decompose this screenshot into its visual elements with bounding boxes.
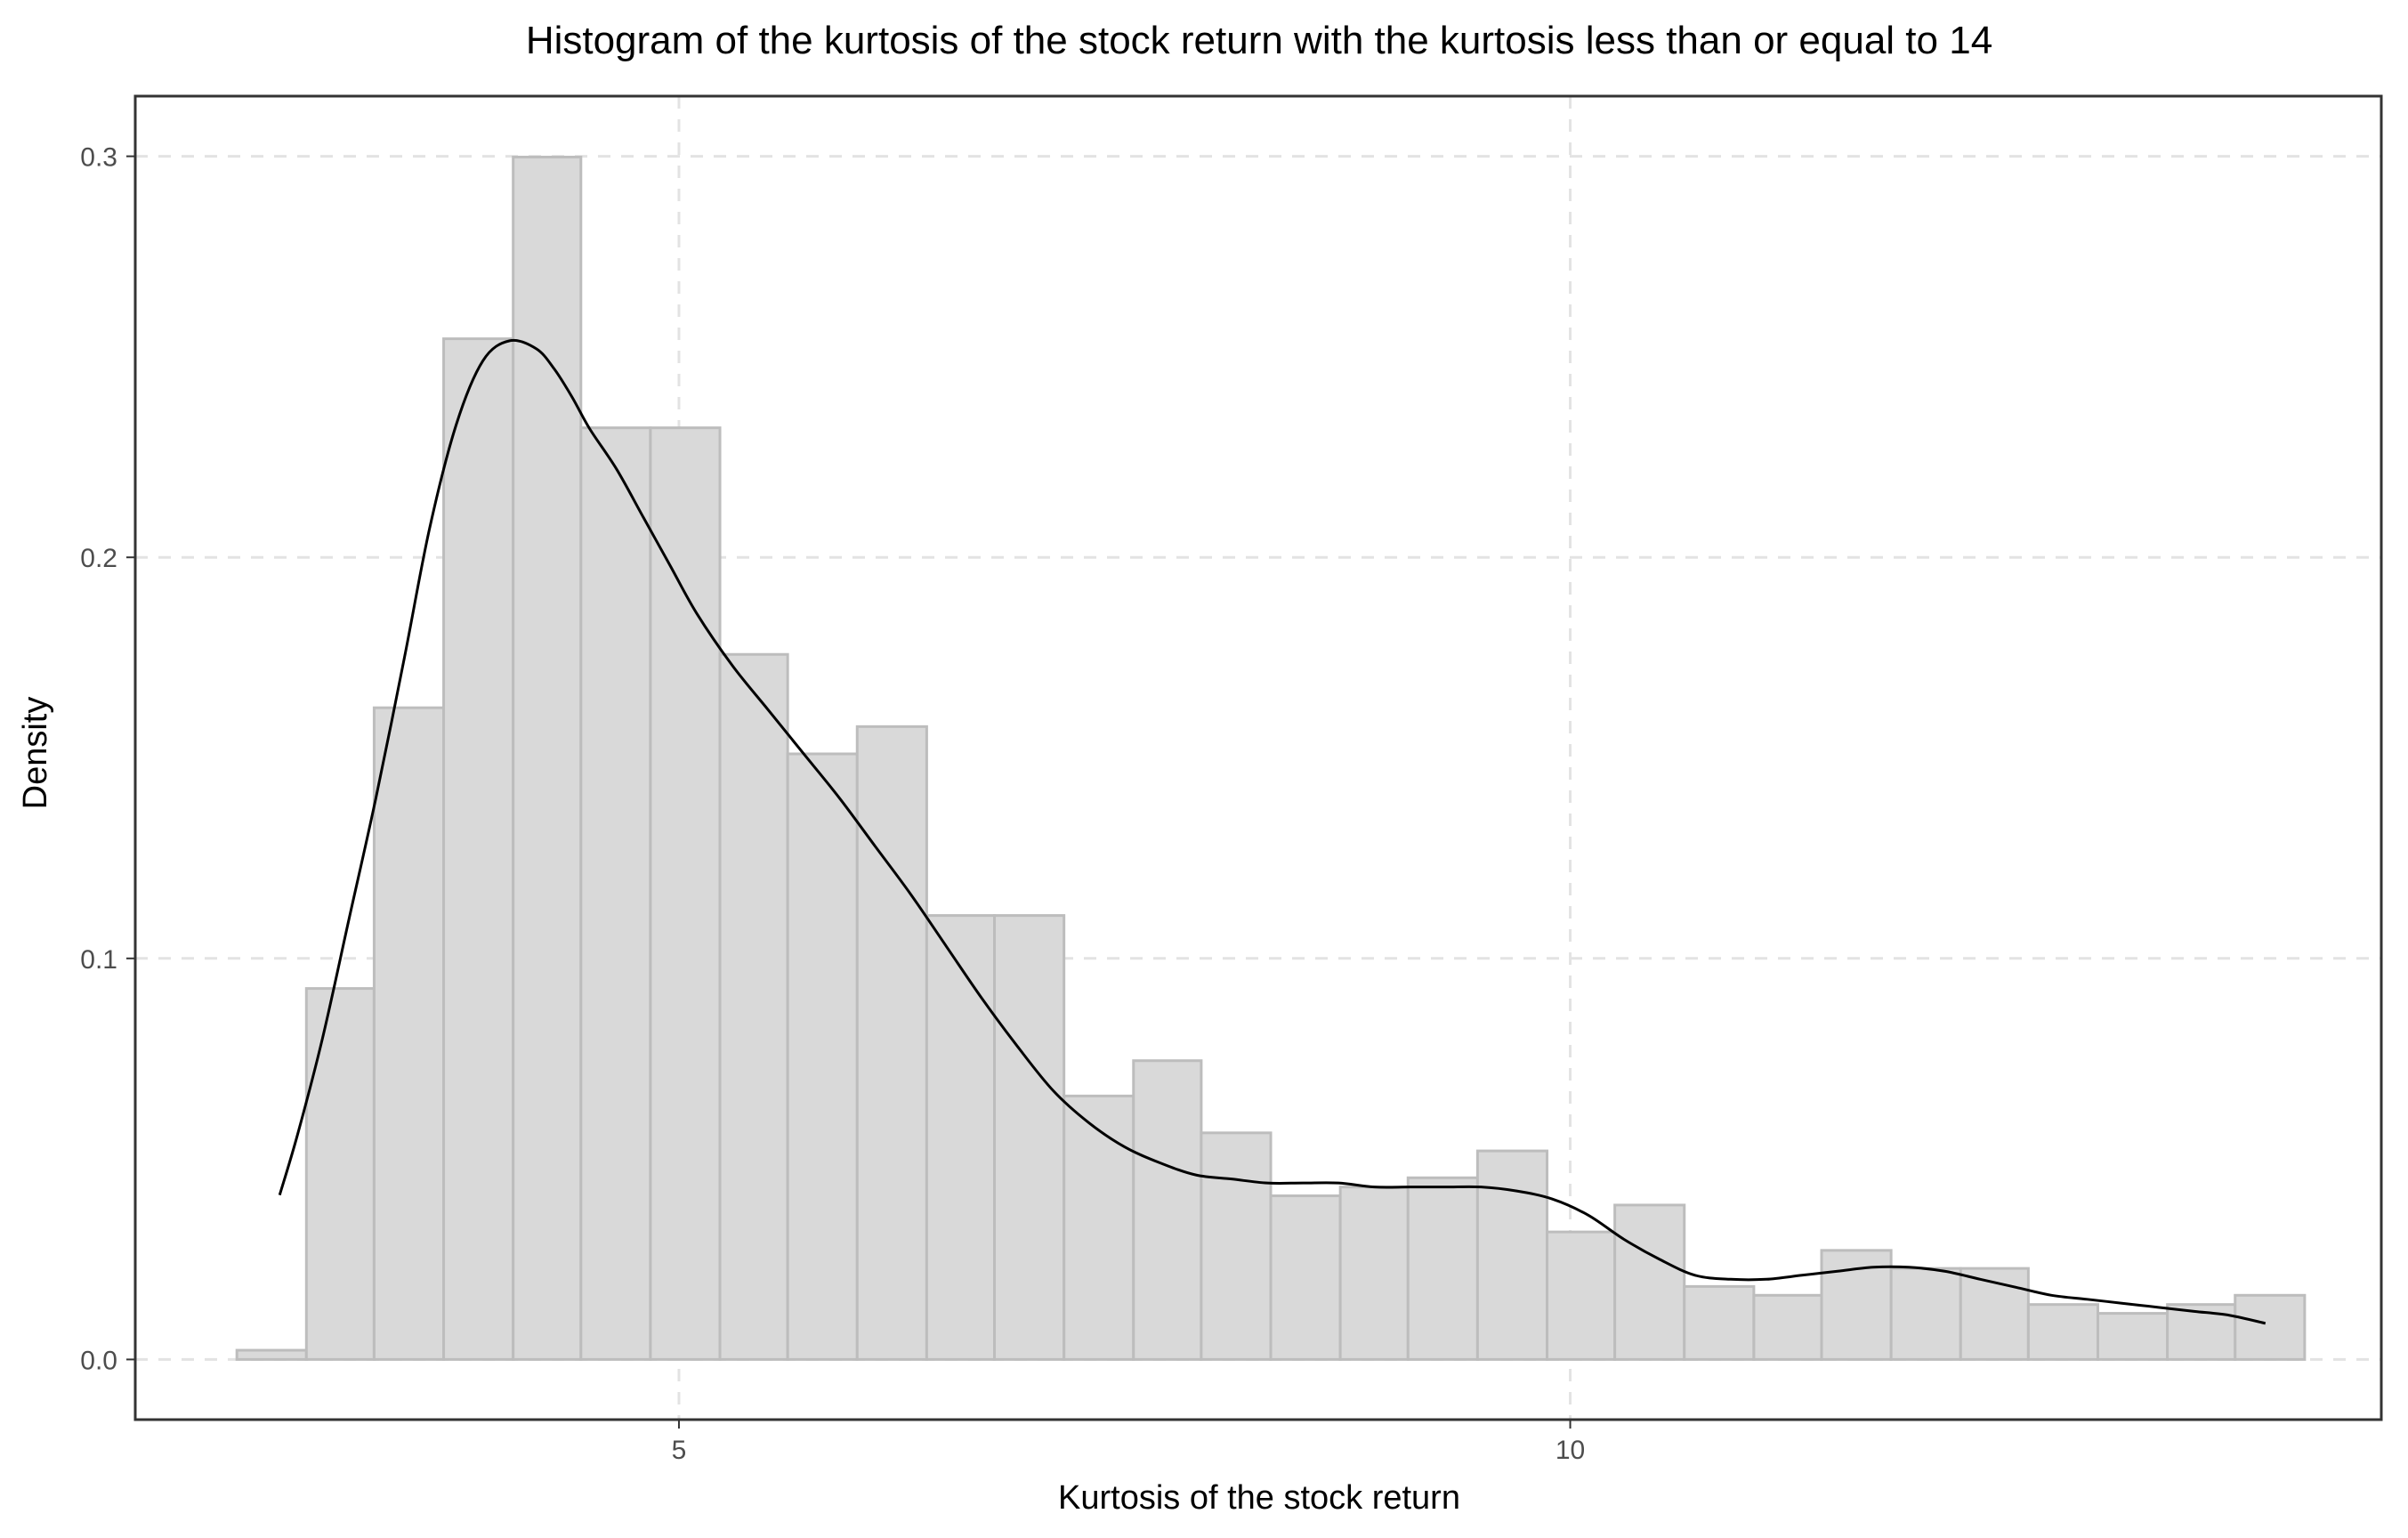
x-axis: 5 10	[672, 1420, 1585, 1465]
histogram-bar	[1613, 1203, 1686, 1361]
histogram-bar	[1063, 1094, 1135, 1361]
histogram-bar	[1683, 1284, 1756, 1361]
histogram-bar	[855, 724, 928, 1361]
histogram-bar	[1889, 1267, 1962, 1361]
x-tick-label: 10	[1556, 1436, 1585, 1465]
histogram-bar	[1269, 1194, 1342, 1361]
plot-panel	[133, 94, 2383, 1421]
panel-border	[133, 94, 2383, 1421]
y-tick-label: 0.3	[80, 143, 117, 173]
y-axis-title: Density	[17, 697, 54, 810]
histogram-bar	[1752, 1293, 1823, 1361]
histogram-bars	[235, 155, 2307, 1361]
histogram-bar	[1475, 1149, 1549, 1361]
y-tick-label: 0.2	[80, 544, 117, 573]
histogram-bar	[649, 426, 722, 1361]
x-tick-label: 5	[672, 1436, 687, 1465]
histogram-bar	[993, 914, 1066, 1361]
histogram-bar	[1200, 1131, 1273, 1361]
histogram-bar	[925, 914, 997, 1361]
histogram-bar	[1132, 1059, 1203, 1361]
histogram-bar	[1546, 1230, 1617, 1361]
histogram-bar	[235, 1348, 308, 1361]
x-axis-title: Kurtosis of the stock return	[1058, 1479, 1460, 1517]
histogram-bar	[512, 155, 583, 1361]
histogram-bar	[786, 752, 859, 1361]
histogram-bar	[442, 337, 515, 1361]
histogram-bar	[372, 706, 446, 1361]
histogram-bar	[1406, 1176, 1479, 1361]
histogram-bar	[718, 652, 789, 1361]
histogram-bar	[2026, 1303, 2099, 1361]
histogram-bar	[579, 426, 652, 1361]
density-curve	[278, 338, 2267, 1325]
chart-title: Histogram of the kurtosis of the stock r…	[526, 19, 1992, 62]
histogram-bar	[2096, 1312, 2170, 1361]
y-tick-label: 0.0	[80, 1346, 117, 1375]
y-axis: 0.0 0.1 0.2 0.3	[80, 143, 135, 1375]
histogram-bar	[1338, 1186, 1410, 1361]
y-tick-label: 0.1	[80, 945, 117, 975]
histogram-bar	[2234, 1293, 2307, 1361]
histogram-bar	[304, 987, 376, 1361]
